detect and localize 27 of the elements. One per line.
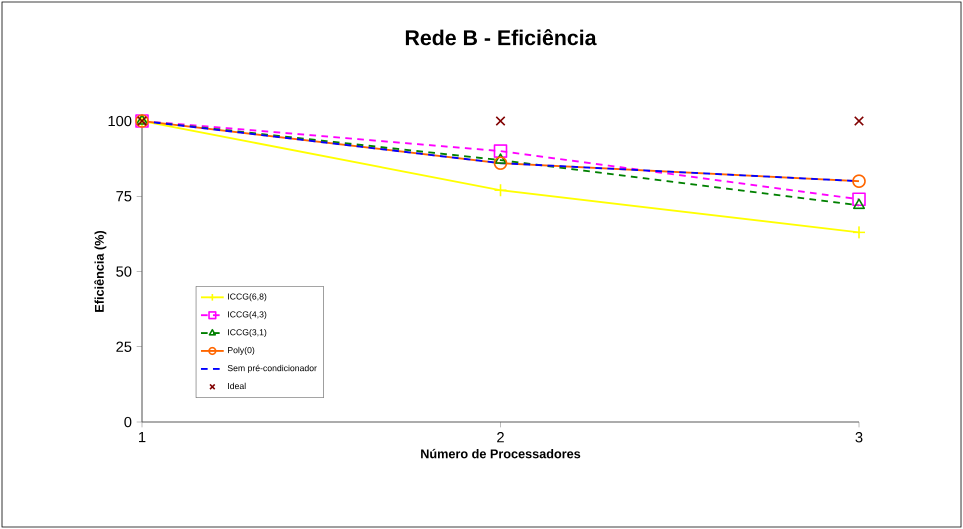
y-tick-label: 25 <box>116 342 132 352</box>
legend-label: ICCG(6,8) <box>228 293 266 302</box>
point <box>852 226 866 240</box>
point <box>852 192 866 206</box>
x-tick-label: 1 <box>139 432 146 442</box>
point <box>494 153 507 164</box>
x-axis-title: Número de Processadores <box>421 448 580 458</box>
legend-label: Ideal <box>228 382 246 390</box>
point <box>494 144 508 158</box>
chart-title: Rede B - Eficiência <box>406 29 597 46</box>
legend-label: Poly(0) <box>228 346 254 355</box>
legend-label: Sem pré-condicionador <box>228 364 317 373</box>
point <box>854 116 864 126</box>
point <box>494 156 508 170</box>
y-axis-title: Eficiência (%) <box>94 230 106 312</box>
point <box>494 183 508 198</box>
legend-label: ICCG(4,3) <box>228 311 266 320</box>
y-tick-label: 100 <box>108 116 132 126</box>
y-tick-label: 50 <box>116 266 132 277</box>
point <box>853 198 865 210</box>
y-tick-label: 75 <box>116 191 132 202</box>
x-tick-label: 2 <box>497 432 504 442</box>
point <box>495 116 506 126</box>
y-tick-label: 0 <box>124 416 132 428</box>
x-tick-label: 3 <box>855 432 862 442</box>
point <box>852 174 866 188</box>
legend-label: ICCG(3,1) <box>228 328 266 338</box>
